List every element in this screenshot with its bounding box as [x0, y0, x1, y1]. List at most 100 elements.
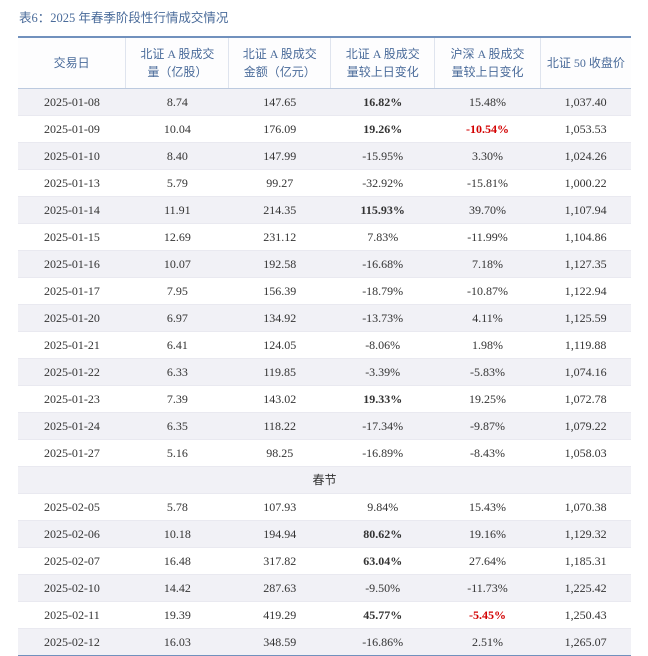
- close-price-cell: 1,074.16: [540, 358, 631, 386]
- hs-change-cell: 15.43%: [434, 493, 541, 521]
- trading-data-table: 交易日 北证 A 股成交 量（亿股） 北证 A 股成交 金额（亿元） 北证 A …: [18, 36, 631, 656]
- close-price-cell: 1,125.59: [540, 304, 631, 332]
- table-row: 2025-01-09 10.04 176.09 19.26% -10.54% 1,053.…: [18, 115, 631, 143]
- bse-change-cell: 63.04%: [330, 547, 435, 575]
- date-cell: 2025-01-15: [18, 223, 126, 251]
- bse-change-cell: -9.50%: [330, 574, 435, 602]
- hs-change-cell: 2.51%: [434, 628, 541, 656]
- date-cell: 2025-01-21: [18, 331, 126, 359]
- date-cell: 2025-01-14: [18, 196, 126, 224]
- bse-change-cell: 19.26%: [330, 115, 435, 143]
- volume-cell: 10.04: [125, 115, 229, 143]
- header-text: 量较上日变化: [346, 65, 419, 79]
- date-cell: 2025-02-11: [18, 601, 126, 629]
- amount-cell: 194.94: [228, 520, 331, 548]
- bse-change-cell: -16.89%: [330, 439, 435, 467]
- close-price-cell: 1,104.86: [540, 223, 631, 251]
- volume-cell: 12.69: [125, 223, 229, 251]
- close-price-cell: 1,119.88: [540, 331, 631, 359]
- header-text: 量较上日变化: [451, 65, 524, 79]
- bse-change-cell: -13.73%: [330, 304, 435, 332]
- bse-change-cell: -3.39%: [330, 358, 435, 386]
- table-row: 2025-02-11 19.39 419.29 45.77% -5.45% 1,250.4…: [18, 601, 631, 629]
- table-row: 2025-02-10 14.42 287.63 -9.50% -11.73% 1,225.…: [18, 574, 631, 602]
- col-header-bse-volume: 北证 A 股成交 量（亿股）: [125, 37, 229, 89]
- date-cell: 2025-01-23: [18, 385, 126, 413]
- bse-change-cell: 7.83%: [330, 223, 435, 251]
- table-row: 2025-02-05 5.78 107.93 9.84% 15.43% 1,070.38: [18, 493, 631, 521]
- date-cell: 2025-01-16: [18, 250, 126, 278]
- date-cell: 2025-01-22: [18, 358, 126, 386]
- date-cell: 2025-01-20: [18, 304, 126, 332]
- hs-change-cell: 7.18%: [434, 250, 541, 278]
- date-cell: 2025-02-07: [18, 547, 126, 575]
- date-cell: 2025-02-05: [18, 493, 126, 521]
- bse-change-cell: 80.62%: [330, 520, 435, 548]
- close-price-cell: 1,129.32: [540, 520, 631, 548]
- bse-change-cell: -15.95%: [330, 142, 435, 170]
- volume-cell: 8.74: [166, 95, 188, 109]
- volume-cell: 8.40: [125, 142, 229, 170]
- table-row: 2025-01-08 8.74 147.65 16.82% 15.48% 1,037.40: [18, 88, 631, 116]
- bse-change-cell: 45.77%: [330, 601, 435, 629]
- close-price-cell: 1,000.22: [540, 169, 631, 197]
- hs-change-cell: 39.70%: [434, 196, 541, 224]
- table-row: 2025-01-14 11.91 214.35 115.93% 39.70% 1,107.…: [18, 196, 631, 224]
- table-row: 2025-01-23 7.39 143.02 19.33% 19.25% 1,072.78: [18, 385, 631, 413]
- bse-change-cell: -8.06%: [330, 331, 435, 359]
- amount-cell: 134.92: [228, 304, 331, 332]
- date-cell: 2025-02-10: [18, 574, 126, 602]
- hs-change-cell: -11.99%: [434, 223, 541, 251]
- amount-cell: 118.22: [228, 412, 331, 440]
- table-row: 2025-02-06 10.18 194.94 80.62% 19.16% 1,129.3…: [18, 520, 631, 548]
- hs-change-cell: 4.11%: [434, 304, 541, 332]
- close-price-cell: 1,185.31: [540, 547, 631, 575]
- table-row: 2025-01-17 7.95 156.39 -18.79% -10.87% 1,122.…: [18, 277, 631, 305]
- volume-cell: 10.07: [125, 250, 229, 278]
- close-price-cell: 1,265.07: [540, 628, 631, 656]
- amount-cell: 214.35: [228, 196, 331, 224]
- volume-cell: 11.91: [125, 196, 229, 224]
- table-row: 2025-01-16 10.07 192.58 -16.68% 7.18% 1,127.3…: [18, 250, 631, 278]
- amount-cell: 119.85: [228, 358, 331, 386]
- hs-change-cell: 19.16%: [434, 520, 541, 548]
- amount-cell: 317.82: [228, 547, 331, 575]
- bse-change-cell: -16.86%: [330, 628, 435, 656]
- header-row: 交易日 北证 A 股成交 量（亿股） 北证 A 股成交 金额（亿元） 北证 A …: [18, 37, 631, 89]
- header-text: 北证 A 股成交: [140, 47, 215, 61]
- col-header-date: 交易日: [18, 37, 126, 89]
- amount-cell: 98.25: [228, 439, 331, 467]
- volume-cell: 14.42: [125, 574, 229, 602]
- amount-cell: 124.05: [228, 331, 331, 359]
- volume-cell: 19.39: [125, 601, 229, 629]
- close-price-cell: 1,079.22: [540, 412, 631, 440]
- table-body: 2025-01-08 8.74 147.65 16.82% 15.48% 1,037.40…: [18, 88, 631, 656]
- table-header: 交易日 北证 A 股成交 量（亿股） 北证 A 股成交 金额（亿元） 北证 A …: [18, 37, 631, 89]
- close-price-cell: 1,072.78: [540, 385, 631, 413]
- volume-cell: 16.48: [125, 547, 229, 575]
- header-text: 北证 A 股成交: [345, 47, 420, 61]
- hs-change-cell: -11.73%: [434, 574, 541, 602]
- hs-change-cell: 27.64%: [434, 547, 541, 575]
- bse-change-cell: 9.84%: [330, 493, 435, 521]
- header-text: 金额（亿元）: [243, 65, 316, 79]
- date-cell: 2025-01-08: [43, 95, 100, 109]
- volume-cell: 5.16: [125, 439, 229, 467]
- close-price-cell: 1,250.43: [540, 601, 631, 629]
- amount-cell: 287.63: [228, 574, 331, 602]
- bse-change-cell: -32.92%: [330, 169, 435, 197]
- amount-cell: 176.09: [228, 115, 331, 143]
- table-row: 2025-01-24 6.35 118.22 -17.34% -9.87% 1,079.2…: [18, 412, 631, 440]
- close-price-cell: 1,107.94: [540, 196, 631, 224]
- amount-cell: 143.02: [228, 385, 331, 413]
- volume-cell: 10.18: [125, 520, 229, 548]
- bse-change-cell: 16.82%: [363, 95, 403, 109]
- col-header-hs-change: 沪深 A 股成交 量较上日变化: [434, 37, 541, 89]
- volume-cell: 6.35: [125, 412, 229, 440]
- amount-cell: 99.27: [228, 169, 331, 197]
- hs-change-cell: 1.98%: [434, 331, 541, 359]
- bse-change-cell: 115.93%: [330, 196, 435, 224]
- date-cell: 2025-01-17: [18, 277, 126, 305]
- header-text: 交易日: [53, 56, 90, 70]
